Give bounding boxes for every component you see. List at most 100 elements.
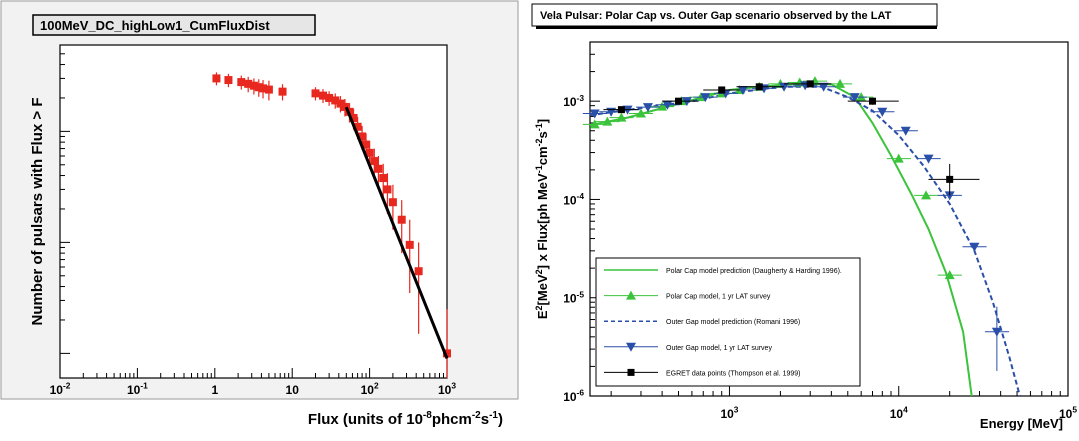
data-point xyxy=(237,78,246,87)
data-point xyxy=(331,96,340,105)
chart-title: 100MeV_DC_highLow1_CumFluxDist xyxy=(40,18,270,33)
outer-triangle-point xyxy=(900,126,911,136)
outer-triangle-point xyxy=(662,100,673,110)
data-point xyxy=(224,76,233,85)
outer-triangle-point xyxy=(944,191,955,201)
data-point xyxy=(365,148,374,157)
data-point xyxy=(353,122,362,131)
legend-label: Polar Cap model, 1 yr LAT survey xyxy=(666,294,771,301)
polar-triangle-point xyxy=(835,78,846,88)
x-tick-label: 10-1 xyxy=(127,381,148,397)
legend-box xyxy=(595,257,861,387)
y-axis-label: Number of pulsars with Flux > F xyxy=(29,98,46,326)
data-point xyxy=(397,215,406,224)
data-point xyxy=(319,91,328,100)
outer-triangle-point xyxy=(923,154,934,164)
legend-triangle-down-marker xyxy=(626,342,636,352)
x-tick-label: 1 xyxy=(211,383,218,397)
x-tick-label: 103 xyxy=(438,381,456,397)
outer-triangle-point xyxy=(589,109,600,119)
legend-label: Polar Cap model prediction (Daugherty & … xyxy=(666,268,842,275)
data-point xyxy=(254,83,263,92)
polar-triangle-point xyxy=(589,119,600,129)
polar-triangle-point xyxy=(921,190,932,200)
data-point xyxy=(388,198,397,207)
outer-triangle-point xyxy=(849,93,860,103)
data-point xyxy=(264,85,273,94)
y-tick-label: 10-5 xyxy=(563,289,584,305)
data-point xyxy=(349,113,358,122)
egret-square-point xyxy=(718,86,726,94)
x-tick-label: 102 xyxy=(361,381,379,397)
egret-square-point xyxy=(675,97,683,105)
y-tick-label: 10-3 xyxy=(563,93,584,109)
egret-square-point xyxy=(946,175,954,183)
fit-line xyxy=(344,106,449,360)
x-axis-label: Energy [MeV] xyxy=(980,416,1063,431)
x-axis-ticks xyxy=(59,368,448,378)
x-axis-label: Flux (units of 10-8phcm-2s-1) xyxy=(308,410,503,428)
y-tick-label: 10-6 xyxy=(563,388,584,404)
data-point xyxy=(259,84,268,93)
data-point xyxy=(362,140,371,149)
right-chart-panel: Vela Pulsar: Polar Cap vs. Outer Gap sce… xyxy=(530,0,1079,436)
data-point xyxy=(443,349,451,358)
data-point xyxy=(405,240,414,249)
data-point xyxy=(325,93,334,102)
legend-square-marker xyxy=(627,368,635,376)
polar-triangle-point xyxy=(602,116,613,126)
data-point xyxy=(340,102,349,111)
data-point xyxy=(383,185,392,194)
data-point xyxy=(379,174,388,183)
cumulative-flux-chart: 100MeV_DC_highLow1_CumFluxDist 10-2 10-1 1 1… xyxy=(0,0,519,428)
y-axis-ticks xyxy=(60,44,70,354)
outer-triangle-point xyxy=(737,85,748,95)
polar-triangle-point xyxy=(635,108,646,118)
outer-triangle-point xyxy=(700,93,711,103)
title-box xyxy=(32,14,316,36)
polar-triangle-point xyxy=(657,101,668,111)
polar-triangle-point xyxy=(893,153,904,163)
x-tick-label: 10 xyxy=(286,383,300,397)
legend-label: EGRET data points (Thompson et al. 1999) xyxy=(666,370,801,377)
egret-points xyxy=(603,80,980,196)
outer-triangle-point xyxy=(991,327,1002,337)
x-tick-label: 104 xyxy=(890,405,908,421)
data-point xyxy=(374,164,383,173)
x-axis-ticks xyxy=(610,386,1061,396)
plot-area xyxy=(59,44,448,379)
data-point xyxy=(244,79,253,88)
chart-title: Vela Pulsar: Polar Cap vs. Outer Gap sce… xyxy=(540,10,892,22)
y-axis-ticks xyxy=(590,41,600,397)
x-tick-label: 105 xyxy=(1059,405,1077,421)
vela-spectrum-chart: Vela Pulsar: Polar Cap vs. Outer Gap sce… xyxy=(531,3,1077,431)
outer-triangle-point xyxy=(818,82,829,92)
data-point xyxy=(212,74,221,83)
data-point xyxy=(370,157,379,166)
y-axis-label: E2[MeV2] x Flux[ph MeV-1cm-2s-1] xyxy=(534,119,550,319)
data-point xyxy=(278,87,287,96)
egret-square-point xyxy=(755,83,763,91)
polar-triangle-point xyxy=(944,270,955,280)
title-box-shadow xyxy=(536,26,937,29)
x-tick-label: 10-2 xyxy=(50,381,71,397)
polar-triangle-point xyxy=(616,112,627,122)
legend-label: Outer Gap model prediction (Romani 1996) xyxy=(666,319,800,326)
data-point xyxy=(249,81,258,90)
data-point xyxy=(336,99,345,108)
data-point xyxy=(358,132,367,141)
y-tick-label: 10-4 xyxy=(563,191,584,207)
outer-triangle-point xyxy=(642,103,653,113)
legend-triangle-up-marker xyxy=(626,290,636,300)
outer-triangle-point xyxy=(779,82,790,92)
outer-triangle-point xyxy=(877,107,888,117)
x-tick-label: 103 xyxy=(720,405,738,421)
left-chart-panel: 100MeV_DC_highLow1_CumFluxDist 10-2 10-1 1 1… xyxy=(0,0,520,436)
outer-triangle-point xyxy=(969,242,980,252)
legend: Polar Cap model prediction (Daugherty & … xyxy=(595,257,861,387)
egret-square-point xyxy=(617,106,625,114)
legend-label: Outer Gap model, 1 yr LAT survey xyxy=(666,345,772,352)
egret-square-point xyxy=(806,80,814,88)
egret-square-point xyxy=(869,97,877,105)
data-point xyxy=(311,89,320,98)
